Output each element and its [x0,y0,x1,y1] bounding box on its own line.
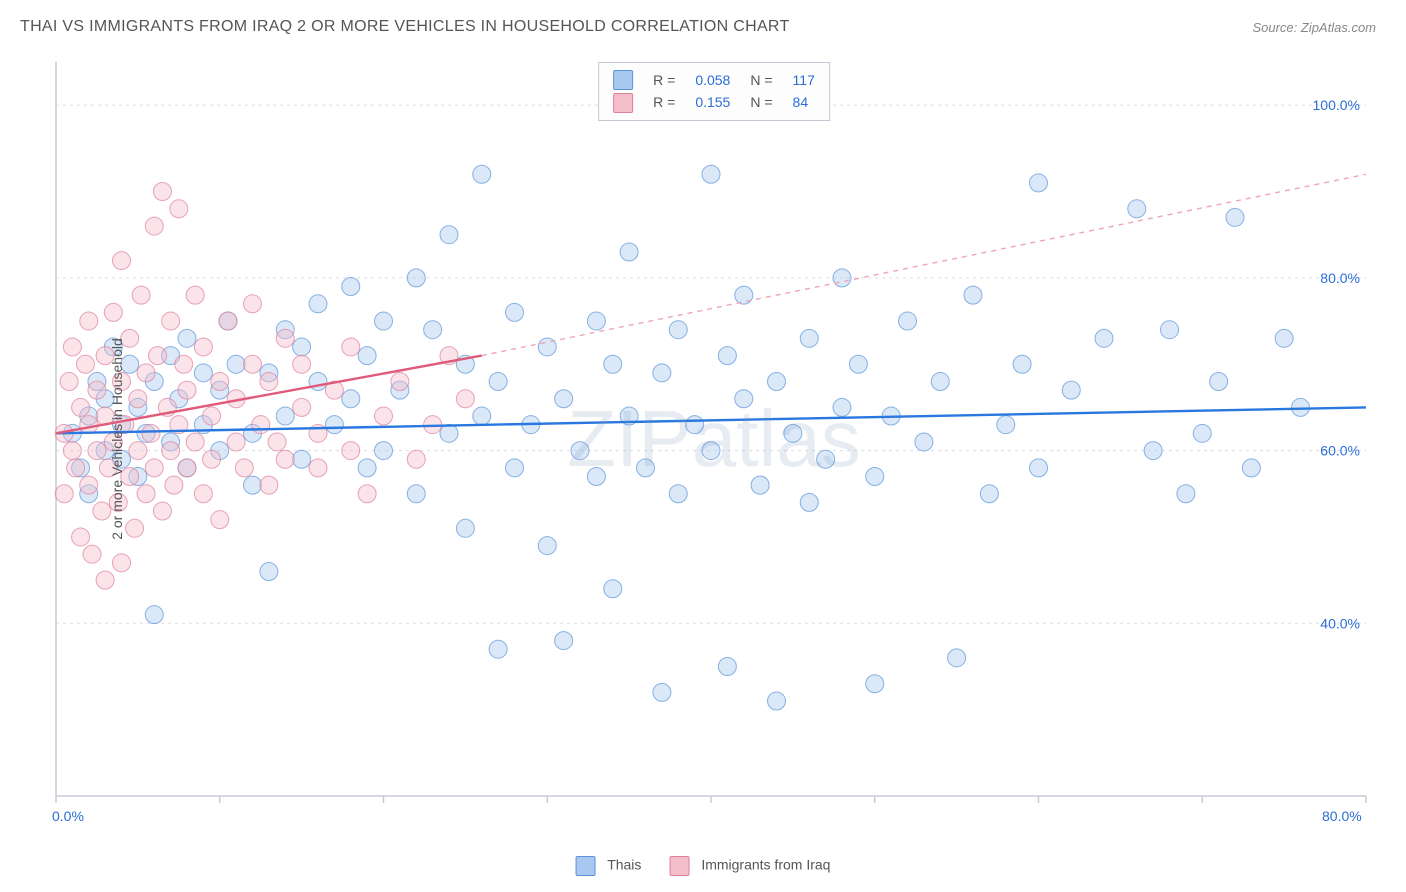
x-axis-max-label: 80.0% [1322,808,1362,824]
legend-swatch-thais-icon [576,856,596,876]
n-value-thais: 117 [793,69,815,91]
scatter-chart-svg: 40.0% 60.0% 80.0% 100.0% [46,56,1382,822]
n-label: N = [750,69,772,91]
n-value-iraq: 84 [793,91,809,113]
r-label: R = [653,91,675,113]
r-label: R = [653,69,675,91]
chart-title: THAI VS IMMIGRANTS FROM IRAQ 2 OR MORE V… [20,18,790,36]
series-legend: Thais Immigrants from Iraq [576,856,831,876]
svg-text:60.0%: 60.0% [1320,443,1360,459]
legend-label-iraq: Immigrants from Iraq [701,857,830,873]
r-value-thais: 0.058 [695,69,730,91]
legend-label-thais: Thais [607,857,641,873]
legend-row-thais: R = 0.058 N = 117 [613,69,815,91]
n-label: N = [750,91,772,113]
legend-swatch-iraq [613,93,633,113]
legend-item-thais: Thais [576,856,642,876]
source-attribution: Source: ZipAtlas.com [1252,20,1376,35]
legend-swatch-iraq-icon [669,856,689,876]
legend-swatch-thais [613,70,633,90]
legend-row-iraq: R = 0.155 N = 84 [613,91,815,113]
correlation-legend: R = 0.058 N = 117 R = 0.155 N = 84 [598,62,830,121]
svg-text:40.0%: 40.0% [1320,615,1360,631]
svg-text:100.0%: 100.0% [1313,97,1360,113]
svg-text:80.0%: 80.0% [1320,270,1360,286]
y-axis-label: 2 or more Vehicles in Household [109,338,125,540]
chart-area: 2 or more Vehicles in Household 40.0% 60.… [46,56,1382,822]
x-axis-min-label: 0.0% [52,808,84,824]
r-value-iraq: 0.155 [695,91,730,113]
legend-item-iraq: Immigrants from Iraq [669,856,830,876]
